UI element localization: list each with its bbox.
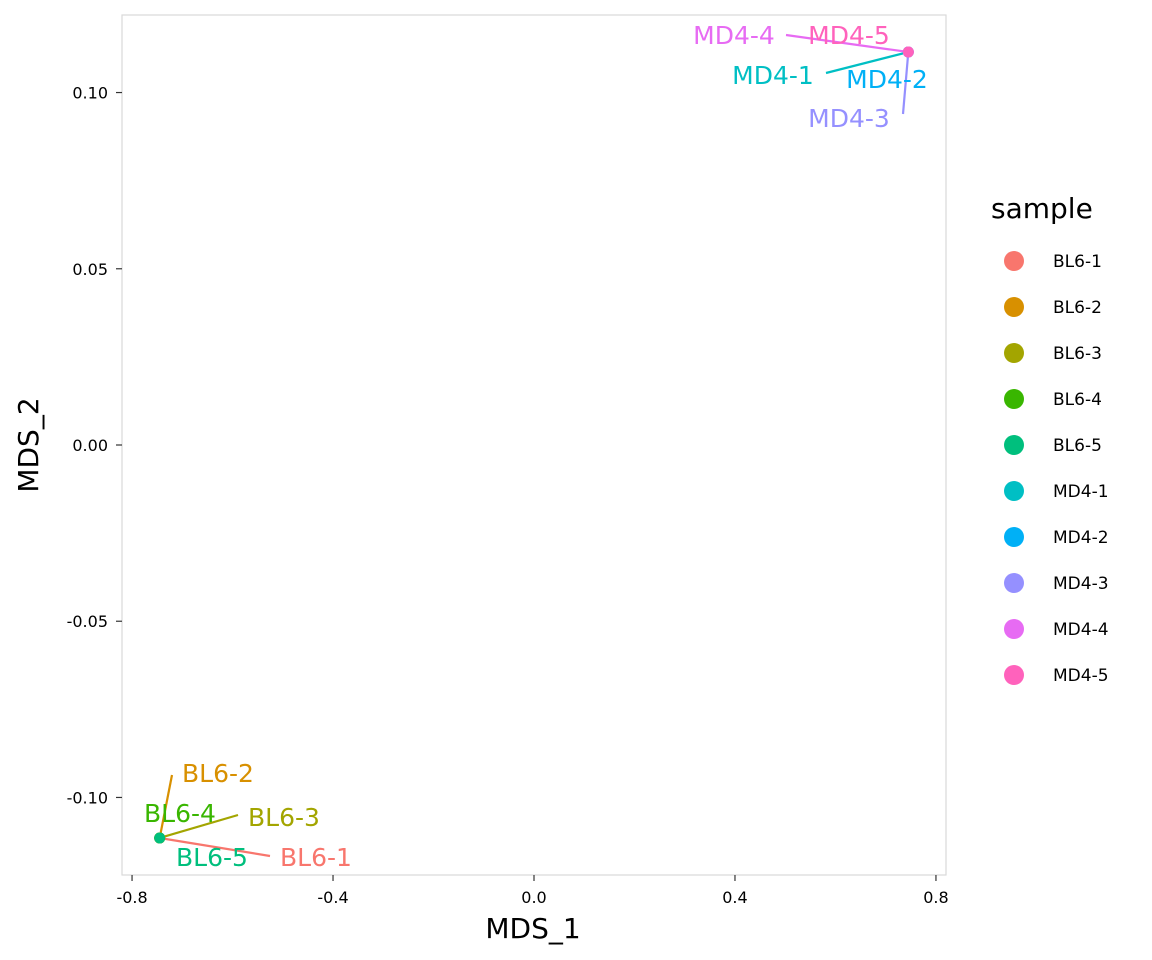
data-point: [902, 46, 914, 58]
legend-key-dot: [1004, 343, 1024, 363]
label-connector-line: [158, 774, 174, 839]
y-axis-title: MDS_2: [12, 397, 45, 492]
y-tick-label: -0.10: [67, 788, 108, 807]
x-axis-title: MDS_1: [485, 912, 580, 945]
legend-key-dot: [1004, 389, 1024, 409]
legend-key-dot: [1004, 527, 1024, 547]
legend-entry-label: BL6-2: [1053, 298, 1102, 318]
legend-key-dot: [1004, 665, 1024, 685]
point-label: MD4-4: [693, 21, 775, 50]
legend-key-dot: [1004, 435, 1024, 455]
point-label: MD4-3: [808, 104, 890, 133]
label-connector-line: [159, 836, 271, 858]
label-connector-line: [785, 33, 909, 54]
point-label: BL6-5: [176, 843, 248, 872]
point-label: MD4-5: [808, 21, 890, 50]
y-tick-label: -0.05: [67, 612, 108, 631]
data-point: [154, 832, 166, 844]
legend-entry-label: MD4-4: [1053, 620, 1109, 640]
label-connector-line: [159, 813, 239, 840]
point-label: BL6-3: [248, 803, 320, 832]
point-label: MD4-2: [846, 65, 928, 94]
point-label: MD4-1: [732, 61, 814, 90]
legend: sample BL6-1 BL6-2 BL6-3 BL6-4 BL6-5 MD4-1 MD4…: [991, 192, 1109, 686]
legend-key-dot: [1004, 619, 1024, 639]
x-tick-label: -0.4: [317, 888, 348, 907]
legend-entry-label: MD4-5: [1053, 666, 1109, 686]
x-tick-label: 0.0: [521, 888, 546, 907]
legend-key-dot: [1004, 251, 1024, 271]
y-tick-label: 0.05: [72, 260, 108, 279]
x-tick-label: 0.8: [923, 888, 948, 907]
label-connector-line: [901, 51, 910, 115]
point-label: BL6-4: [144, 799, 216, 828]
x-tick-label: 0.4: [722, 888, 747, 907]
legend-key-dot: [1004, 573, 1024, 593]
legend-entry-label: MD4-1: [1053, 482, 1109, 502]
y-tick-label: 0.10: [72, 84, 108, 103]
legend-entry-label: BL6-5: [1053, 436, 1102, 456]
y-tick-label: 0.00: [72, 436, 108, 455]
legend-key-dot: [1004, 481, 1024, 501]
legend-entry-label: MD4-2: [1053, 528, 1109, 548]
legend-entry-label: BL6-1: [1053, 252, 1102, 272]
label-connector-line: [825, 50, 909, 75]
legend-entry-label: BL6-4: [1053, 390, 1102, 410]
legend-key-dot: [1004, 297, 1024, 317]
x-tick-label: -0.8: [116, 888, 147, 907]
legend-entry-label: BL6-3: [1053, 344, 1102, 364]
point-label: BL6-2: [182, 759, 254, 788]
point-label: BL6-1: [280, 843, 352, 872]
legend-title: sample: [991, 192, 1093, 225]
legend-entry-label: MD4-3: [1053, 574, 1109, 594]
